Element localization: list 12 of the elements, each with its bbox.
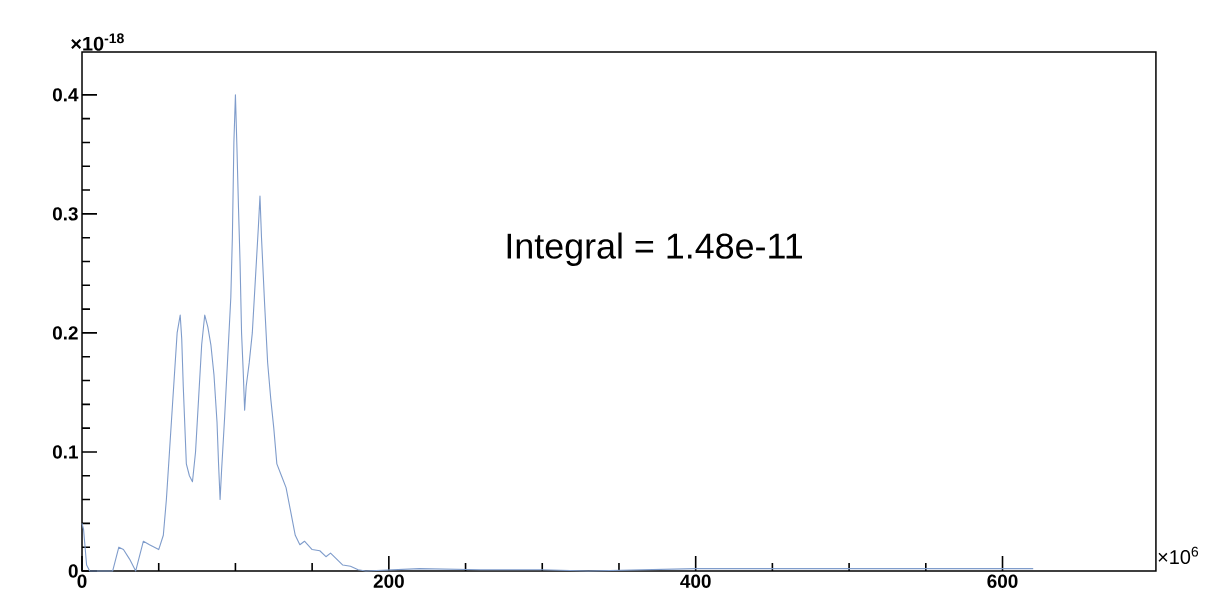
- x-tick-label: 400: [680, 574, 711, 588]
- x-tick-label: 0: [77, 574, 87, 588]
- y-tick-label: 0.3: [52, 207, 78, 221]
- y-tick-label: 0: [68, 564, 78, 578]
- x-tick-label: 600: [987, 574, 1018, 588]
- y-axis-title: ×10$^{-18}$: [71, 33, 124, 51]
- y-tick-label: 0.4: [52, 88, 79, 102]
- x-tick-label: 200: [373, 574, 404, 588]
- y-tick-label: 0.2: [52, 326, 78, 340]
- x-axis-title: ×10$^{6}$: [1158, 546, 1199, 565]
- annotation: Integral = 1.48e-11: [507, 232, 803, 266]
- y-tick-label: 0.1: [52, 445, 78, 459]
